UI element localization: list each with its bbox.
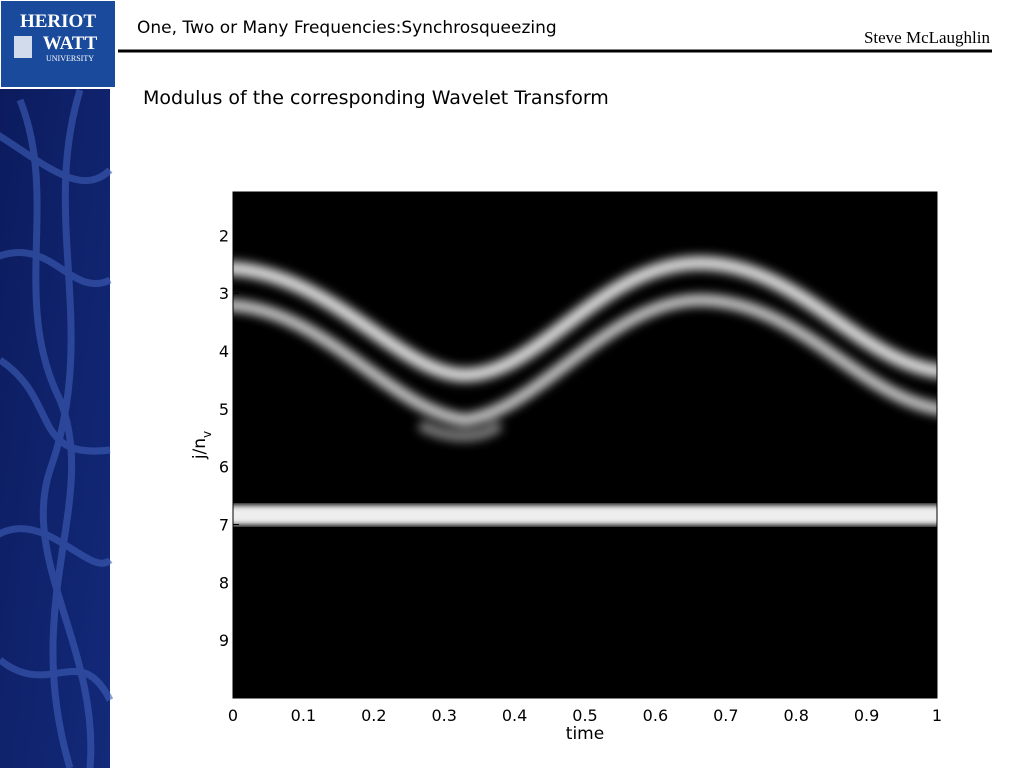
y-tick-label: 7 <box>219 516 229 535</box>
x-tick-label: 0 <box>228 706 238 725</box>
x-tick-label: 0.6 <box>643 706 668 725</box>
x-tick-label: 0.8 <box>783 706 808 725</box>
x-tick-label: 0.4 <box>502 706 527 725</box>
y-tick-label: 4 <box>219 342 229 361</box>
y-tick-label: 9 <box>219 631 229 650</box>
x-tick-label: 0.1 <box>291 706 316 725</box>
x-tick-label: 0.3 <box>431 706 456 725</box>
y-axis-label-sub: v <box>200 431 214 438</box>
heatmap <box>233 255 937 525</box>
y-axis-label: j/nv <box>190 431 214 460</box>
logo-box <box>0 0 117 89</box>
x-tick-label: 0.2 <box>361 706 386 725</box>
constant-ridge <box>233 505 937 525</box>
x-tick-label: 0.9 <box>854 706 879 725</box>
subtitle: Modulus of the corresponding Wavelet Tra… <box>143 87 609 109</box>
heatmap-background <box>233 192 937 698</box>
y-tick-label: 8 <box>219 573 229 592</box>
y-tick-label: 6 <box>219 458 229 477</box>
x-axis-label: time <box>566 724 604 744</box>
x-tick-label: 0.7 <box>713 706 738 725</box>
side-pattern <box>0 88 114 768</box>
logo-text: WATT <box>43 33 98 54</box>
y-tick-label: 5 <box>219 400 229 419</box>
y-axis-label-main: j/n <box>190 438 210 460</box>
ridges <box>233 255 937 442</box>
y-tick-label: 3 <box>219 284 229 303</box>
y-tick-label: 2 <box>219 226 229 245</box>
logo-text: UNIVERSITY <box>46 54 94 63</box>
x-tick-label: 0.5 <box>572 706 597 725</box>
logo-text: HERIOT <box>20 11 96 32</box>
x-tick-label: 1 <box>932 706 942 725</box>
slide-title: One, Two or Many Frequencies:Synchrosque… <box>137 18 557 38</box>
author: Steve McLaughlin <box>864 28 991 47</box>
logo-crest <box>14 36 32 58</box>
